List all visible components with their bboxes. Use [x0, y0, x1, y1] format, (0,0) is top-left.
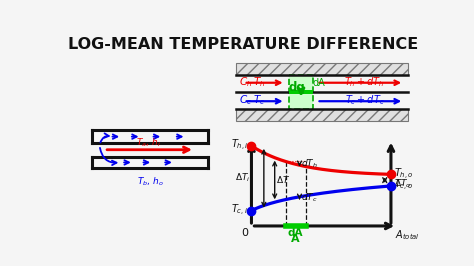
Text: A: A	[292, 234, 300, 244]
Text: $\Delta T$: $\Delta T$	[276, 174, 291, 185]
Text: $C_h$: $C_h$	[239, 75, 252, 89]
Text: $dT_h$: $dT_h$	[301, 158, 318, 170]
Text: dA: dA	[313, 78, 326, 88]
Text: $T_h$: $T_h$	[253, 75, 265, 89]
Text: $\Delta T_i$: $\Delta T_i$	[235, 172, 250, 184]
Text: $T_a$, $h_i$: $T_a$, $h_i$	[136, 136, 161, 149]
Text: $\Delta T_o$: $\Delta T_o$	[394, 178, 411, 190]
Text: $T_{h,o}$: $T_{h,o}$	[394, 167, 414, 182]
Text: dA: dA	[288, 228, 303, 238]
Text: $T_h + dT_h$: $T_h + dT_h$	[344, 75, 385, 89]
Bar	[236, 63, 408, 75]
Text: $T_{c,i}$: $T_{c,i}$	[231, 203, 248, 218]
Text: dq: dq	[289, 81, 306, 94]
Bar	[236, 109, 408, 121]
Text: $dT_c$: $dT_c$	[301, 192, 318, 204]
Bar	[289, 90, 313, 94]
Bar	[289, 75, 313, 109]
Text: $T_c$: $T_c$	[253, 94, 265, 107]
Text: LOG-MEAN TEMPERATURE DIFFERENCE: LOG-MEAN TEMPERATURE DIFFERENCE	[68, 37, 418, 52]
Text: $T_{h,i}$: $T_{h,i}$	[231, 138, 248, 153]
Text: $T_c + dT_c$: $T_c + dT_c$	[345, 94, 384, 107]
Text: 0: 0	[241, 227, 248, 238]
Text: $C_c$: $C_c$	[239, 94, 252, 107]
Text: $T_b$, $h_o$: $T_b$, $h_o$	[137, 176, 164, 188]
Text: $A_{total}$: $A_{total}$	[395, 228, 419, 242]
Text: $T_{c,o}$: $T_{c,o}$	[394, 178, 413, 193]
